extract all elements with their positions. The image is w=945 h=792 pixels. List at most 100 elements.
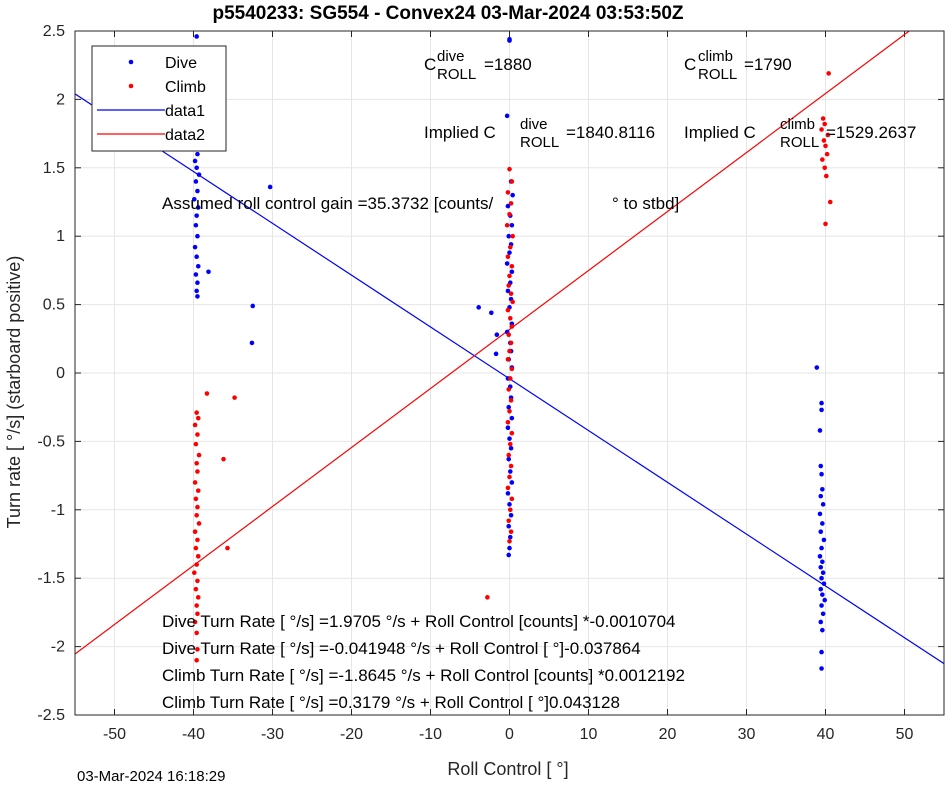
dive-point [504,261,510,266]
dive-point [819,545,824,551]
dive-point [820,521,825,526]
dive-point [509,222,515,228]
dive-point [506,456,512,462]
y-tick-label: 2.5 [43,23,65,40]
climb-point [822,165,828,171]
y-axis-label: Turn rate [ °/s] (starboard positive) [4,256,24,529]
climb-point [827,199,833,205]
climb-point [504,222,510,228]
c-roll-climb-annotation: C climb ROLL =1790 [684,48,792,83]
dive-point [193,179,199,184]
c-climb-sup: climb [698,48,733,65]
legend-box [91,45,227,152]
climb-point [195,415,201,421]
climb-point [505,254,511,260]
dive-point [817,428,823,433]
dive-point [506,233,512,239]
dive-point [819,649,824,655]
implied-dive-value: =1840.8116 [566,123,655,142]
climb-point [195,554,201,559]
dive-point [820,502,826,507]
dive-point [195,233,200,239]
climb-point [509,430,515,436]
dive-point [507,436,512,441]
fit-equation-3: Climb Turn Rate [ °/s] =-1.8645 °/s + Ro… [162,666,685,685]
x-axis-label: Roll Control [ °] [447,759,568,779]
legend-dive-marker [128,59,134,65]
implied-climb-main: Implied C [684,123,756,142]
c-climb-sub: ROLL [698,66,737,83]
climb-point [824,151,830,157]
dive-point [508,445,514,451]
dive-point [505,425,511,431]
climb-point [510,233,515,239]
dive-point [196,172,202,177]
legend: Dive Climb data1 data2 [91,45,227,152]
implied-dive-main: Implied C [424,123,496,142]
implied-climb-sub: ROLL [780,134,819,151]
gain-annotation-b: ° to stbd] [612,194,679,213]
climb-point [191,570,197,576]
dive-point [820,486,825,492]
implied-dive-sub: ROLL [520,134,559,151]
dive-point [819,603,824,608]
dive-point [505,491,511,496]
dive-point [194,288,199,294]
climb-point [507,315,513,321]
dive-point [506,552,512,558]
dive-point [193,272,199,277]
legend-climb-label: Climb [165,79,206,96]
climb-point [485,595,490,600]
dive-point [509,480,515,485]
dive-point [819,575,824,581]
x-tick-label: -50 [103,726,126,743]
data-markers [191,34,833,671]
dive-point [820,570,826,576]
fit-equation-4: Climb Turn Rate [ °/s] =0.3179 °/s + Rol… [162,693,620,712]
dive-point [195,205,201,210]
dive-point [250,303,256,309]
dive-point [195,294,200,299]
y-tick-label: -1 [51,502,65,519]
climb-point [192,422,198,428]
dive-point [507,250,512,255]
dive-point [194,34,199,39]
climb-point [507,409,512,414]
dive-point [817,511,823,517]
dive-point [820,611,826,617]
y-tick-label: -2.5 [37,707,65,724]
x-tick-label: -10 [419,726,442,743]
climb-point [194,410,199,415]
climb-point [195,432,200,437]
climb-point [507,244,513,250]
y-tick-label: -1.5 [37,570,65,587]
fit-line-data2 [75,31,911,655]
dive-point [817,554,823,559]
climb-point [196,521,202,526]
axes-box [74,30,945,716]
climb-point [194,603,199,608]
dive-point [507,545,512,551]
climb-point [507,348,512,354]
c-climb-value: =1790 [744,55,792,74]
implied-climb-sup: climb [780,116,815,133]
dive-point [494,332,500,337]
climb-point [823,221,828,227]
y-tick-label: 0.5 [43,297,65,314]
legend-climb-marker [128,83,134,89]
x-tick-label: -20 [340,726,363,743]
dive-point [506,404,512,410]
dive-point [508,512,514,518]
climb-point [195,595,201,600]
dive-point [192,244,198,250]
climb-point [194,630,199,636]
climb-point [507,273,512,279]
climb-point [508,340,514,346]
climb-point [506,518,512,524]
legend-dive-label: Dive [165,55,197,72]
c-dive-sup: dive [437,48,465,65]
dive-point [819,666,824,671]
dive-point [505,203,511,209]
dive-point [489,310,494,316]
climb-point [509,496,515,502]
